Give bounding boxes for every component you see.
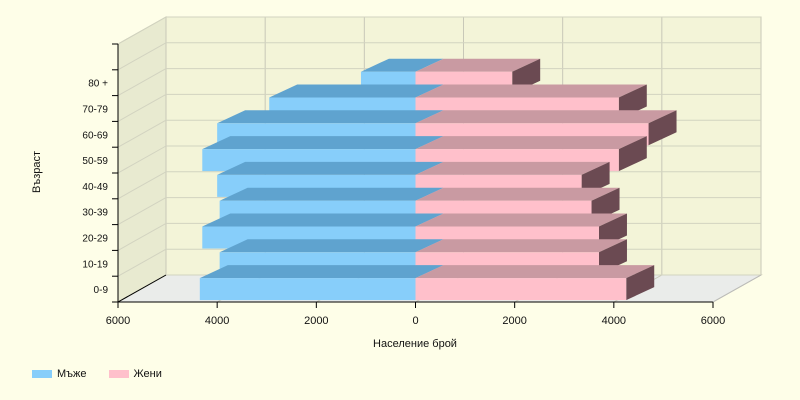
bar-male-top-60-69 (217, 110, 444, 124)
x-tick-label: 0 (412, 315, 418, 327)
bar-male-top-20-29 (202, 213, 444, 227)
y-tick-label: 50-59 (82, 156, 108, 167)
y-tick-label: 60-69 (82, 130, 108, 141)
chart-axes: 0-9 10-19 20-29 30-39 40-49 50-59 60-69 70-79 80… (82, 43, 762, 327)
side-grid-line (117, 222, 167, 251)
side-grid-line (117, 248, 167, 277)
bar-male-top-40-49 (217, 161, 444, 175)
side-grid-line (117, 42, 167, 71)
x-tick-label: 2000 (502, 315, 526, 327)
side-grid-line (117, 171, 167, 200)
bar-male-top-70-79 (269, 84, 444, 98)
bar-female-top-10-19 (415, 239, 627, 253)
side-grid-line (117, 145, 167, 174)
bar-female-top-50-59 (415, 136, 647, 150)
bar-female-top-0-9 (415, 265, 655, 279)
y-tick-label: 20-29 (82, 234, 108, 245)
bar-male-top-10-19 (219, 239, 444, 253)
bar-female-top-60-69 (415, 110, 677, 124)
y-tick-label: 30-39 (82, 208, 108, 219)
bar-male-top-50-59 (202, 136, 444, 150)
legend-swatch-female (108, 370, 129, 378)
bar-female-side-60-69 (648, 110, 677, 146)
side-grid-line (117, 68, 167, 97)
x-tick-label: 6000 (701, 315, 725, 327)
chart-legend: Мъже Жени (32, 368, 162, 380)
bar-female-side-50-59 (618, 136, 647, 172)
x-tick-label: 2000 (304, 315, 328, 327)
bar-male-0-9 (199, 278, 416, 301)
bar-female-0-9 (415, 278, 627, 301)
bar-male-top-30-39 (219, 187, 444, 201)
legend-label-female: Жени (133, 368, 162, 380)
side-grid-line (117, 119, 167, 148)
side-grid-line (117, 93, 167, 122)
legend-item-female: Жени (108, 368, 162, 380)
chart-bars (199, 58, 677, 301)
legend-item-male: Мъже (32, 368, 87, 380)
bar-female-top-70-79 (415, 84, 647, 98)
bar-female-side-0-9 (626, 265, 655, 301)
bar-female-top-40-49 (415, 161, 610, 175)
y-tick-label: 70-79 (82, 105, 108, 116)
legend-label-male: Мъже (57, 368, 87, 380)
depth-edge-right (712, 274, 762, 303)
y-tick-label: 80 + (88, 79, 108, 90)
y-tick-label: 10-19 (82, 259, 108, 270)
x-tick-label: 6000 (106, 315, 130, 327)
side-grid-line (117, 16, 167, 45)
x-axis-label: Население брой (373, 338, 457, 350)
bar-male-top-0-9 (199, 265, 444, 279)
x-tick-label: 4000 (602, 315, 626, 327)
depth-edge-left (117, 274, 167, 303)
bar-female-top-80 + (415, 58, 541, 72)
x-tick-label: 4000 (205, 315, 229, 327)
bar-male-top-80 + (360, 58, 444, 72)
y-axis-label: Възраст (31, 151, 43, 193)
y-tick-label: 40-49 (82, 182, 108, 193)
bar-female-top-30-39 (415, 187, 620, 201)
bar-female-top-20-29 (415, 213, 627, 227)
legend-swatch-male (32, 370, 52, 378)
side-grid-line (117, 197, 167, 226)
y-tick-label: 0-9 (94, 285, 109, 296)
